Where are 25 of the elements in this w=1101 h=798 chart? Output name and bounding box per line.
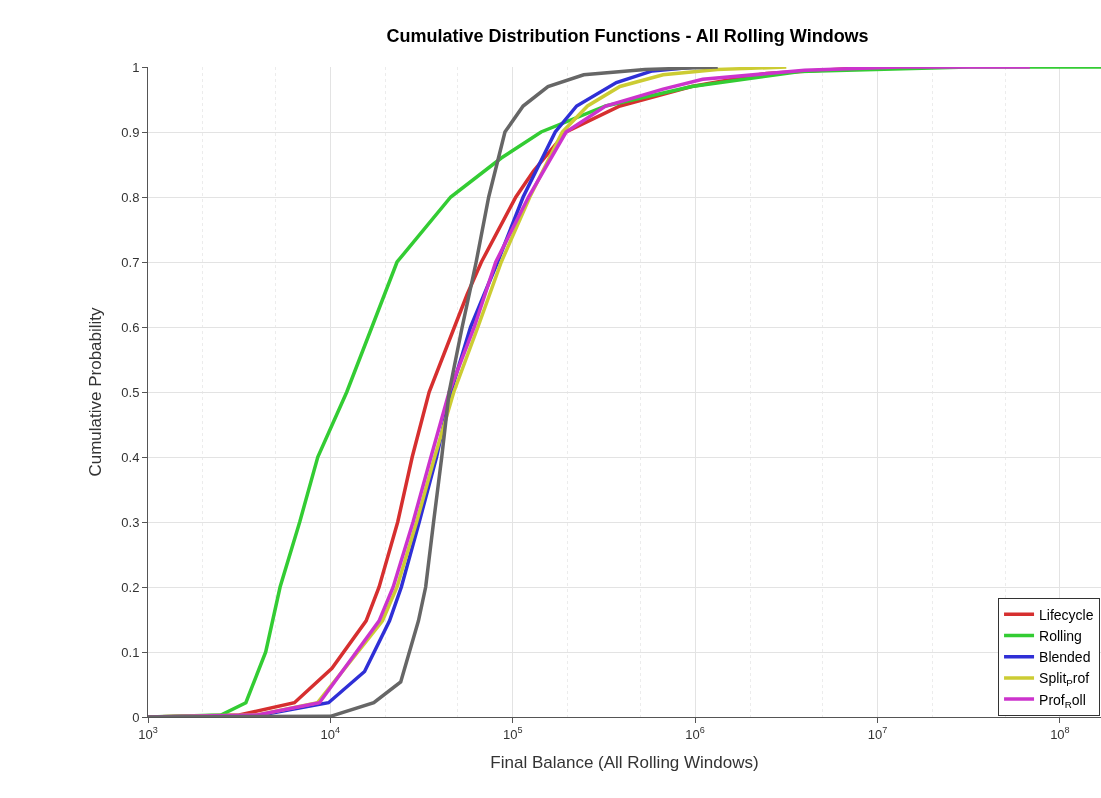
- legend-label: Split$_{P}$rof: [1039, 670, 1090, 689]
- y-tick-label: 0.7: [121, 254, 140, 270]
- legend-label: Rolling: [1039, 627, 1082, 644]
- y-tick-label: 0.6: [121, 319, 140, 335]
- x-tick-label: 10$^{7}$: [867, 725, 888, 742]
- y-tick-label: 0.9: [121, 124, 140, 140]
- x-tick-label: 10$^{3}$: [138, 725, 158, 742]
- y-tick-label: 0.8: [121, 189, 140, 205]
- x-tick-label: 10$^{5}$: [502, 725, 523, 742]
- legend-label: Blended: [1039, 649, 1091, 666]
- y-tick-label: 0.3: [121, 514, 140, 530]
- y-tick-label: 0.2: [121, 579, 140, 595]
- legend-label: Prof$_{R}$oll: [1039, 691, 1086, 710]
- y-tick-label: 0: [132, 709, 140, 725]
- y-axis-title: Cumulative Probability: [85, 306, 105, 477]
- legend-label: Lifecycle: [1039, 606, 1094, 623]
- y-tick-label: 1: [132, 59, 140, 75]
- chart-title: Cumulative Distribution Functions - All Rolling Windows: [386, 26, 869, 47]
- y-tick-label: 0.5: [121, 384, 140, 400]
- y-tick-label: 0.1: [121, 644, 140, 660]
- x-tick-label: 10$^{4}$: [320, 725, 341, 742]
- x-tick-label: 10$^{8}$: [1050, 725, 1070, 742]
- y-tick-label: 0.4: [121, 449, 140, 465]
- x-tick-label: 10$^{6}$: [685, 725, 705, 742]
- x-axis-title: Final Balance (All Rolling Windows): [490, 753, 759, 772]
